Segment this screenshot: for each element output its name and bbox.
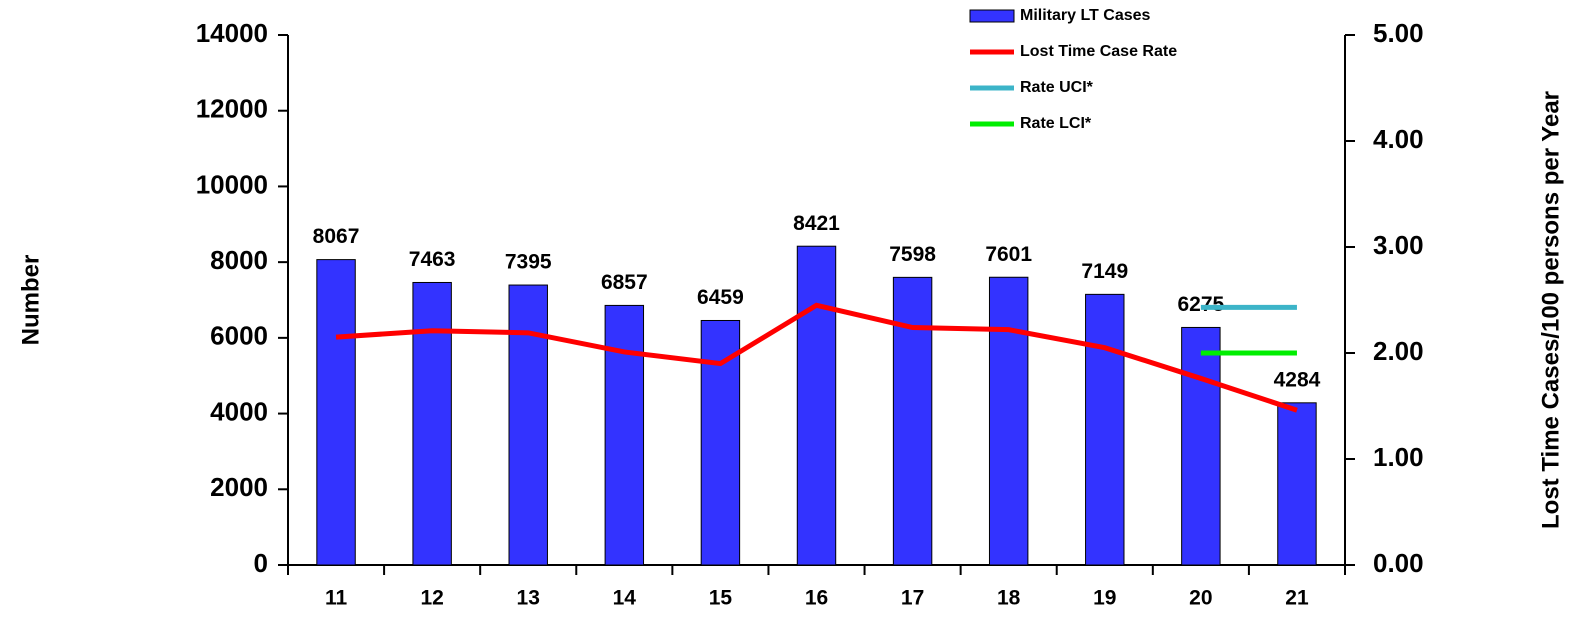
y2-tick-label: 5.00 (1373, 18, 1424, 48)
bar (604, 304, 645, 566)
bar (1085, 293, 1125, 566)
y2-tick-label: 3.00 (1373, 230, 1424, 260)
data-label: 6275 (1178, 293, 1225, 316)
data-label: 7598 (889, 243, 936, 266)
x-tick-label: 16 (805, 587, 828, 610)
y-tick-label: 0 (254, 548, 268, 578)
x-tick-label: 19 (1093, 587, 1116, 610)
data-label: 7463 (409, 248, 456, 271)
x-tick-label: 14 (613, 587, 637, 610)
data-label: 7395 (505, 251, 552, 274)
data-label: 6857 (601, 271, 648, 294)
y-tick-label: 12000 (196, 94, 268, 124)
y-tick-label: 2000 (210, 472, 268, 502)
data-label: 8067 (313, 225, 360, 248)
bar (508, 284, 548, 566)
y-tick-label: 4000 (210, 396, 268, 426)
y-tick-label: 6000 (210, 321, 268, 351)
x-tick-label: 11 (325, 587, 348, 610)
y2-tick-label: 2.00 (1373, 336, 1424, 366)
x-tick-label: 15 (709, 587, 733, 610)
y-tick-label: 14000 (196, 18, 268, 48)
y-tick-label: 8000 (210, 245, 268, 275)
legend-label: Lost Time Case Rate (1020, 43, 1177, 60)
bar (1277, 402, 1317, 566)
x-tick-label: 20 (1189, 587, 1212, 610)
data-label: 6459 (697, 286, 744, 309)
y-axis-label: Number (17, 255, 44, 346)
x-tick-label: 21 (1285, 587, 1309, 610)
y2-tick-label: 4.00 (1373, 124, 1424, 154)
legend-label: Rate LCI* (1020, 115, 1092, 132)
bar (796, 245, 837, 566)
line (335, 302, 1298, 413)
y2-tick-label: 1.00 (1373, 442, 1424, 472)
data-label: 7149 (1081, 260, 1128, 283)
y2-axis-label: Lost Time Cases/100 persons per Year (1537, 91, 1564, 529)
bar (892, 276, 933, 566)
bar (1181, 326, 1221, 566)
y2-tick-label: 0.00 (1373, 548, 1424, 578)
legend-label: Rate UCI* (1020, 79, 1094, 96)
data-label: 7601 (985, 243, 1032, 266)
bar (988, 276, 1029, 566)
bar (316, 259, 356, 566)
x-tick-label: 17 (901, 587, 924, 610)
x-tick-label: 12 (420, 587, 443, 610)
legend-swatch (969, 9, 1015, 23)
data-label: 8421 (793, 212, 840, 235)
x-tick-label: 18 (997, 587, 1021, 610)
data-label: 4284 (1274, 368, 1321, 391)
bar (412, 281, 452, 566)
legend-label: Military LT Cases (1020, 7, 1151, 24)
y-tick-label: 10000 (196, 169, 268, 199)
x-tick-label: 13 (517, 587, 540, 610)
